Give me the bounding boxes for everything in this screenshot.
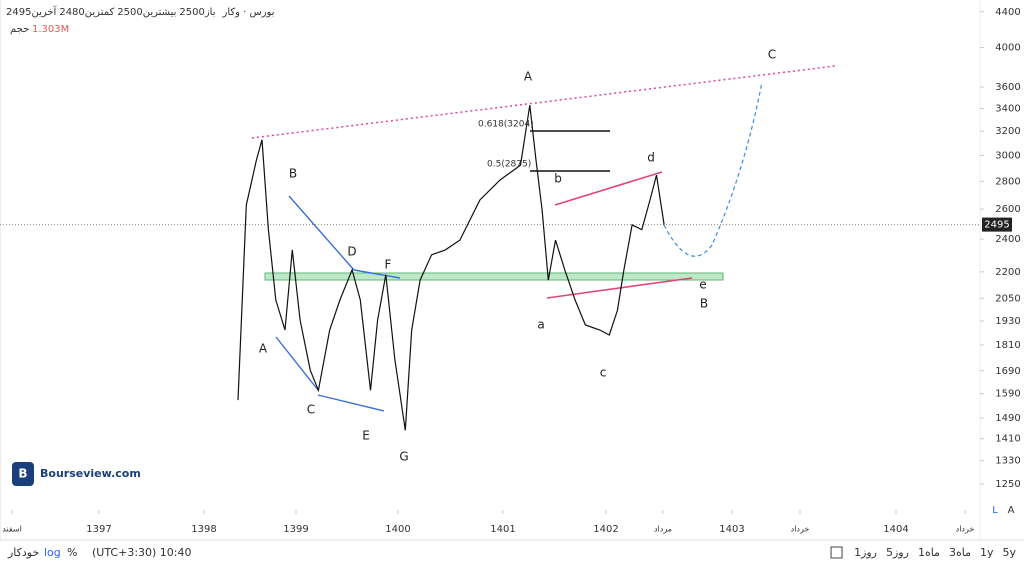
y-tick-label: 2200 <box>995 267 1020 278</box>
fib-label: 0.618(3204) <box>478 120 534 130</box>
x-tick-label: خرداد <box>791 525 810 534</box>
percent-toggle[interactable]: % <box>67 546 77 559</box>
wave-label: d <box>647 151 655 165</box>
wave-label: D <box>347 245 356 259</box>
wave-label: C <box>768 48 776 62</box>
logo <box>12 462 34 486</box>
x-tick-label: مرداد <box>654 525 672 534</box>
auto-toggle[interactable]: خودکار <box>7 546 39 559</box>
y-tick-label: 1330 <box>995 456 1020 467</box>
wave-label: C <box>307 403 315 417</box>
y-tick-label: 1490 <box>995 413 1020 424</box>
range-button[interactable]: 3ماه <box>949 546 971 559</box>
x-tick-label: اسفند <box>2 525 22 534</box>
log-toggle[interactable]: log <box>44 546 61 559</box>
blue-lines <box>275 195 401 412</box>
x-tick-label: 1404 <box>883 524 908 535</box>
last-price-label: 2495 <box>984 220 1009 231</box>
stat-label: بیشترین <box>143 7 177 18</box>
wave-label: G <box>399 450 408 464</box>
wave-label: F <box>385 258 392 272</box>
y-tick-label: 3600 <box>995 82 1020 93</box>
x-tick-label: 1399 <box>283 524 308 535</box>
fib-lines <box>530 130 610 172</box>
y-tick-label: 1410 <box>995 434 1020 445</box>
range-button[interactable]: 1y <box>980 546 994 559</box>
timezone: (UTC+3:30) 10:40 <box>92 546 192 559</box>
stat-label: کمترین <box>85 7 115 18</box>
range-button[interactable]: 5y <box>1002 546 1016 559</box>
stat-value: 2500 <box>117 7 142 18</box>
wave-label: B <box>700 297 708 311</box>
wave-label: A <box>524 70 533 84</box>
symbol: بورس · وکار <box>222 7 275 18</box>
x-tick-label: 1402 <box>593 524 618 535</box>
wave-label: E <box>362 429 370 443</box>
fib-label: 0.5(2875) <box>487 160 531 170</box>
scale-l[interactable]: L <box>992 505 998 516</box>
stat-value: 2500 <box>179 7 204 18</box>
stat-label: آخرین <box>31 5 57 18</box>
y-tick-label: 2050 <box>995 293 1020 304</box>
y-tick-label: 2800 <box>995 176 1020 187</box>
range-button[interactable]: 1ماه <box>918 546 940 559</box>
y-tick-label: 3200 <box>995 126 1020 137</box>
stat-value: 2495 <box>6 7 31 18</box>
support-zone <box>264 272 724 281</box>
stat-label: باز <box>204 7 216 18</box>
y-tick-label: 1250 <box>995 479 1020 490</box>
wave-label: e <box>699 278 706 292</box>
projection <box>663 81 763 257</box>
range-button[interactable]: 5روز <box>886 546 909 559</box>
y-tick-label: 1690 <box>995 366 1020 377</box>
x-tick-label: 1403 <box>719 524 744 535</box>
stat-value: 2480 <box>59 7 84 18</box>
range-button[interactable]: 1روز <box>854 546 877 559</box>
x-tick-label: خرداد <box>956 525 975 534</box>
last-price-tag <box>982 217 1012 232</box>
scale-a[interactable]: A <box>1008 505 1015 516</box>
wave-label: A <box>259 342 268 356</box>
x-tick-label: 1401 <box>490 524 515 535</box>
wave-label: B <box>289 167 297 181</box>
pink-lines <box>546 171 693 299</box>
y-tick-label: 3400 <box>995 103 1020 114</box>
volume-label: حجم <box>10 24 29 35</box>
y-tick-label: 3000 <box>995 150 1020 161</box>
volume-value: 1.303M <box>32 24 69 35</box>
y-tick-label: 2600 <box>995 204 1020 215</box>
y-tick-label: 1590 <box>995 389 1020 400</box>
y-tick-label: 2400 <box>995 234 1020 245</box>
y-tick-label: 4400 <box>995 7 1020 18</box>
watermark: Bourseview.com <box>40 467 141 480</box>
y-tick-label: 1930 <box>995 316 1020 327</box>
wave-label: a <box>537 318 544 332</box>
x-tick-label: 1397 <box>86 524 111 535</box>
x-tick-label: 1398 <box>191 524 216 535</box>
x-tick-label: 1400 <box>385 524 410 535</box>
wave-label: c <box>600 366 607 380</box>
trendline <box>251 65 836 139</box>
wave-label: b <box>554 172 562 186</box>
y-tick-label: 1810 <box>995 340 1020 351</box>
logo-mark: B <box>18 467 27 481</box>
price-line <box>237 105 665 431</box>
calendar-icon[interactable] <box>830 546 843 559</box>
y-tick-label: 4000 <box>995 43 1020 54</box>
